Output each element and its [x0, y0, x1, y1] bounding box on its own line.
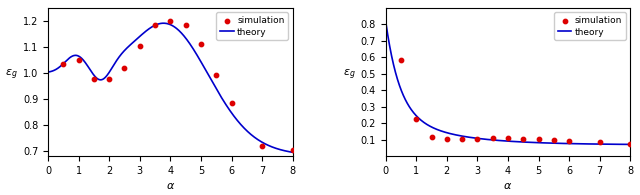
- simulation: [549, 138, 559, 142]
- simulation: [411, 118, 421, 121]
- simulation: [564, 139, 574, 142]
- Line: theory: theory: [386, 21, 630, 144]
- theory: [177, 31, 185, 34]
- simulation: [74, 58, 84, 61]
- X-axis label: $\alpha$: $\alpha$: [504, 181, 513, 191]
- simulation: [518, 137, 529, 141]
- simulation: [442, 138, 452, 141]
- simulation: [119, 66, 129, 69]
- simulation: [426, 136, 436, 139]
- theory: [621, 143, 628, 145]
- simulation: [457, 138, 467, 141]
- simulation: [488, 137, 498, 140]
- simulation: [227, 101, 237, 104]
- Legend: simulation, theory: simulation, theory: [554, 12, 626, 40]
- simulation: [211, 74, 221, 77]
- theory: [500, 140, 508, 142]
- Line: theory: theory: [48, 23, 292, 152]
- Legend: simulation, theory: simulation, theory: [216, 12, 288, 40]
- X-axis label: $\alpha$: $\alpha$: [166, 181, 175, 191]
- simulation: [472, 137, 483, 141]
- theory: [44, 71, 52, 73]
- theory: [190, 49, 198, 51]
- theory: [627, 143, 634, 146]
- simulation: [58, 62, 68, 65]
- theory: [582, 143, 590, 145]
- simulation: [196, 43, 206, 46]
- theory: [498, 140, 506, 142]
- theory: [289, 151, 296, 153]
- simulation: [150, 23, 160, 26]
- simulation: [134, 44, 145, 47]
- simulation: [595, 140, 605, 144]
- theory: [382, 20, 390, 22]
- theory: [527, 141, 535, 144]
- simulation: [89, 78, 99, 81]
- theory: [160, 22, 168, 24]
- simulation: [180, 23, 191, 26]
- simulation: [625, 142, 636, 145]
- simulation: [104, 78, 115, 81]
- simulation: [287, 149, 298, 152]
- theory: [284, 150, 291, 152]
- theory: [161, 22, 168, 24]
- simulation: [503, 137, 513, 140]
- simulation: [534, 137, 544, 140]
- theory: [163, 22, 170, 25]
- theory: [245, 132, 253, 134]
- theory: [515, 141, 522, 143]
- Y-axis label: $\epsilon_g$: $\epsilon_g$: [343, 67, 356, 82]
- simulation: [257, 144, 268, 147]
- Y-axis label: $\epsilon_g$: $\epsilon_g$: [6, 67, 18, 82]
- simulation: [165, 19, 175, 22]
- simulation: [396, 58, 406, 61]
